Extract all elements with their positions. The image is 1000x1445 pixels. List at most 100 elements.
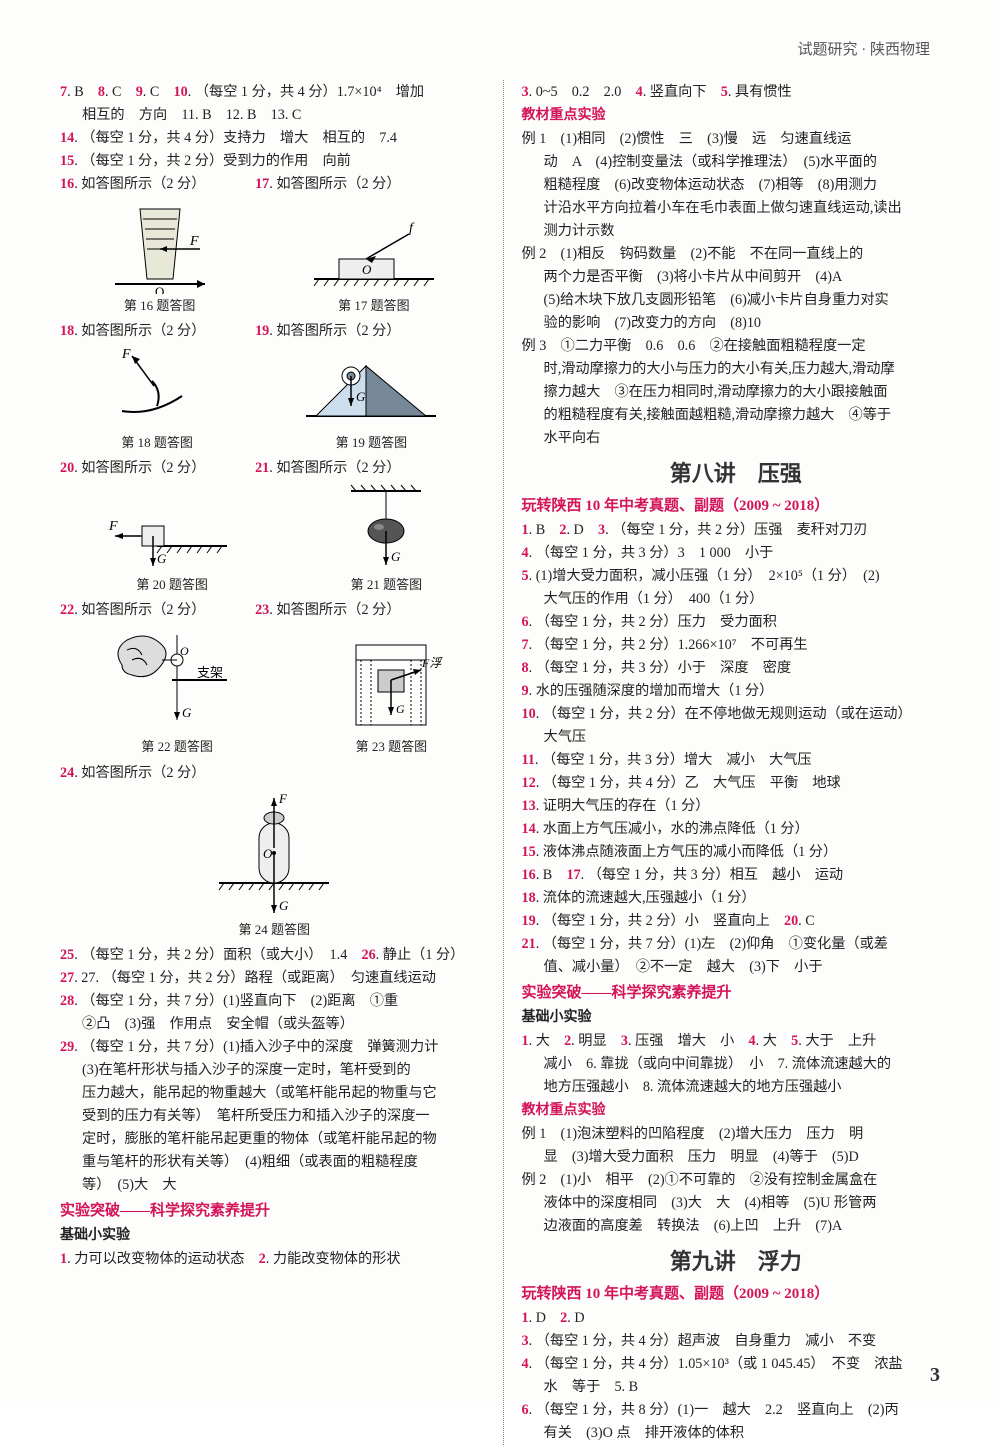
answer-line: 3. （每空 1 分，共 4 分）超声波 自身重力 减小 不变: [522, 1330, 951, 1352]
answer-line: 定时，膨胀的笔杆能吊起更重的物体（或笔杆能吊起的物: [60, 1128, 489, 1150]
figure-label: 第 16 题答图: [105, 296, 215, 316]
answer-line: 例 2 (1)小 相平 (2)①不可靠的 ②没有控制金属盒在: [522, 1169, 951, 1191]
svg-text:支架: 支架: [197, 665, 223, 680]
svg-text:G: G: [391, 549, 401, 564]
answer-line: 地方压强越小 8. 流体流速越大的地方压强越小: [522, 1076, 951, 1098]
answer-line: 减小 6. 靠拢（或向中间靠拢） 小 7. 流体流速越大的: [522, 1053, 951, 1075]
diagram-icon: F O G: [199, 788, 349, 918]
figure-row: G F 第 20 题答图: [60, 483, 489, 595]
diagram-icon: G: [331, 483, 441, 573]
diagram-icon: f O: [304, 214, 444, 294]
answer-line: 13. 证明大气压的存在（1 分）: [522, 795, 951, 817]
answer-line: 5. (1)增大受力面积，减小压强（1 分） 2×10⁵（1 分） (2): [522, 565, 951, 587]
section-title-9: 第九讲 浮力: [522, 1245, 951, 1279]
svg-text:F: F: [108, 519, 118, 534]
answer-line: 16. 如答图所示（2 分） 17. 如答图所示（2 分）: [60, 173, 489, 195]
answer-line: 大气压: [522, 726, 951, 748]
section-subheading: 基础小实验: [60, 1225, 489, 1247]
answer-line: 擦力越大 ③在压力相同时,滑动摩擦力的大小跟接触面: [522, 381, 951, 403]
answer-line: 显 (3)增大受力面积 压力 明显 (4)等于 (5)D: [522, 1146, 951, 1168]
answer-line: 10. （每空 1 分，共 2 分）在不停地做无规则运动（或在运动）: [522, 703, 951, 725]
diagram-icon: F: [102, 346, 212, 431]
answer-line: 28. （每空 1 分，共 7 分）(1)竖直向下 (2)距离 ①重: [60, 990, 489, 1012]
figure-label: 第 24 题答图: [199, 920, 349, 940]
answer-line: 19. （每空 1 分，共 2 分）小 竖直向上 20. C: [522, 910, 951, 932]
diagram-icon: F O: [105, 199, 215, 294]
answer-line: 重与笔杆的形状有关等） (4)粗细（或表面的粗糙程度: [60, 1151, 489, 1173]
answer-line: 6. （每空 1 分，共 2 分）压力 受力面积: [522, 611, 951, 633]
figure-label: 第 18 题答图: [102, 433, 212, 453]
answer-line: 水平向右: [522, 427, 951, 449]
svg-text:O: O: [155, 284, 164, 294]
section-subheading: 玩转陕西 10 年中考真题、副题（2009 ~ 2018）: [522, 1283, 951, 1306]
answer-line: 7. B 8. C 9. C 10. 7. B 8. C 9. C 10. （每…: [60, 81, 489, 103]
answer-line: 11. （每空 1 分，共 3 分）增大 减小 大气压: [522, 749, 951, 771]
svg-text:F: F: [189, 234, 199, 249]
figure-20: G F 第 20 题答图: [107, 498, 237, 595]
answer-line: 15. 液体沸点随液面上方气压的减小而降低（1 分）: [522, 841, 951, 863]
answer-line: 液体中的深度相同 (3)大 大 (4)相等 (5)U 形管两: [522, 1192, 951, 1214]
section-subheading: 玩转陕西 10 年中考真题、副题（2009 ~ 2018）: [522, 495, 951, 518]
svg-text:F浮: F浮: [421, 656, 443, 670]
answer-line: 25. （每空 1 分，共 2 分）面积（或大小） 1.4 26. 静止（1 分…: [60, 944, 489, 966]
answer-line: 1. 力可以改变物体的运动状态 2. 力能改变物体的形状: [60, 1248, 489, 1270]
columns: 7. B 8. C 9. C 10. 7. B 8. C 9. C 10. （每…: [60, 80, 950, 1445]
answer-line: 相互的 方向 11. B 12. B 13. C: [60, 104, 489, 126]
answer-line: 16. B 17. （每空 1 分，共 3 分）相互 越小 运动: [522, 864, 951, 886]
svg-text:F: F: [278, 791, 288, 806]
answer-line: 时,滑动摩擦力的大小与压力的大小有关,压力越大,滑动摩: [522, 358, 951, 380]
answer-line: 粗糙程度 (6)改变物体运动状态 (7)相等 (8)用测力: [522, 174, 951, 196]
answer-line: 24. 如答图所示（2 分）: [60, 762, 489, 784]
answer-line: 有关 (3)O 点 排开液体的体积: [522, 1422, 951, 1444]
answer-line: 压力越大，能吊起的物重越大（或笔杆能吊起的物重与它: [60, 1082, 489, 1104]
answer-line: 4. （每空 1 分，共 3 分）3 1 000 小于: [522, 542, 951, 564]
answer-line: 21. （每空 1 分，共 7 分）(1)左 (2)仰角 ①变化量（或差: [522, 933, 951, 955]
answer-line: 18. 如答图所示（2 分） 19. 如答图所示（2 分）: [60, 320, 489, 342]
answer-line: 例 3 ①二力平衡 0.6 0.6 ②在接触面粗糙程度一定: [522, 335, 951, 357]
page-header: 试题研究 · 陕西物理: [798, 38, 931, 59]
svg-text:F: F: [121, 347, 131, 362]
figure-label: 第 17 题答图: [304, 296, 444, 316]
answer-line: 测力计示数: [522, 220, 951, 242]
figure-label: 第 22 题答图: [102, 737, 252, 757]
figure-21: G 第 21 题答图: [331, 483, 441, 595]
section-heading: 实验突破——科学探究素养提升: [522, 982, 951, 1005]
diagram-icon: 支架 O G: [102, 625, 252, 735]
answer-line: 受到的压力有关等） 笔杆所受压力和插入沙子的深度一: [60, 1105, 489, 1127]
answer-line: 12. （每空 1 分，共 4 分）乙 大气压 平衡 地球: [522, 772, 951, 794]
answer-line: 8. （每空 1 分，共 3 分）小于 深度 密度: [522, 657, 951, 679]
answer-line: 22. 如答图所示（2 分） 23. 如答图所示（2 分）: [60, 599, 489, 621]
answer-line: 等） (5)大 大: [60, 1174, 489, 1196]
figure-18: F 第 18 题答图: [102, 346, 212, 453]
answer-line: 14. （每空 1 分，共 4 分）支持力 增大 相互的 7.4: [60, 127, 489, 149]
answer-line: (5)给木块下放几支圆形铅笔 (6)减小卡片自身重力对实: [522, 289, 951, 311]
answer-line: 29. （每空 1 分，共 7 分）(1)插入沙子中的深度 弹簧测力计: [60, 1036, 489, 1058]
answer-line: 大气压的作用（1 分） 400（1 分）: [522, 588, 951, 610]
figure-19: G 第 19 题答图: [296, 346, 446, 453]
answer-line: 动 A (4)控制变量法（或科学推理法） (5)水平面的: [522, 151, 951, 173]
figure-label: 第 21 题答图: [331, 575, 441, 595]
figure-22: 支架 O G 第 22 题答图: [102, 625, 252, 757]
svg-text:G: G: [396, 702, 405, 716]
figure-label: 第 20 题答图: [107, 575, 237, 595]
answer-line: 计沿水平方向拉着小车在毛巾表面上做匀速直线运动,读出: [522, 197, 951, 219]
answer-line: ②凸 (3)强 作用点 安全帽（或头盔等）: [60, 1013, 489, 1035]
answer-line: 18. 流体的流速越大,压强越小（1 分）: [522, 887, 951, 909]
svg-text:O: O: [362, 262, 372, 277]
section-subheading: 教材重点实验: [522, 1100, 951, 1122]
figure-row: 支架 O G 第 22 题答图 F浮: [60, 625, 489, 757]
right-column: 3. 0~5 0.2 2.0 4. 竖直向下 5. 具有惯性 教材重点实验 例 …: [522, 80, 951, 1445]
left-column: 7. B 8. C 9. C 10. 7. B 8. C 9. C 10. （每…: [60, 80, 504, 1445]
svg-text:G: G: [356, 389, 366, 404]
answer-line: 1. 大 2. 明显 3. 压强 增大 小 4. 大 5. 大于 上升: [522, 1030, 951, 1052]
answer-line: 14. 水面上方气压减小，水的沸点降低（1 分）: [522, 818, 951, 840]
figure-24: F O G 第 24 题答图: [199, 788, 349, 940]
svg-text:G: G: [182, 705, 192, 720]
answer-line: 1. B 2. D 3. （每空 1 分，共 2 分）压强 麦秆对刀刃: [522, 519, 951, 541]
answer-line: 1. D 2. D: [522, 1307, 951, 1329]
answer-line: 例 2 (1)相反 钩码数量 (2)不能 不在同一直线上的: [522, 243, 951, 265]
answer-line: (3)在笔杆形状与插入沙子的深度一定时，笔杆受到的: [60, 1059, 489, 1081]
svg-text:f: f: [409, 221, 415, 236]
figure-label: 第 23 题答图: [336, 737, 446, 757]
section-subheading: 教材重点实验: [522, 105, 951, 127]
